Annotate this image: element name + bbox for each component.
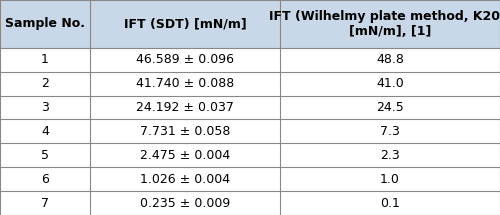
Text: 1: 1 [41,53,49,66]
Text: 7.3: 7.3 [380,125,400,138]
Text: 24.5: 24.5 [376,101,404,114]
Text: 7: 7 [41,197,49,210]
Text: 2: 2 [41,77,49,90]
Bar [0,191,500,215]
Text: 4: 4 [41,125,49,138]
Text: 48.8: 48.8 [376,53,404,66]
Text: 5: 5 [41,149,49,162]
Text: 6: 6 [41,173,49,186]
Bar [0,167,500,191]
Text: IFT (Wilhelmy plate method, K20),
[mN/m], [1]: IFT (Wilhelmy plate method, K20), [mN/m]… [269,10,500,38]
Bar [0,95,500,120]
Text: 2.3: 2.3 [380,149,400,162]
Bar [0,143,500,167]
Text: 7.731 ± 0.058: 7.731 ± 0.058 [140,125,230,138]
Text: 24.192 ± 0.037: 24.192 ± 0.037 [136,101,234,114]
Bar [0,0,500,48]
Text: 0.235 ± 0.009: 0.235 ± 0.009 [140,197,230,210]
Text: 0.1: 0.1 [380,197,400,210]
Bar [0,48,500,72]
Text: IFT (SDT) [mN/m]: IFT (SDT) [mN/m] [124,17,246,30]
Text: 3: 3 [41,101,49,114]
Text: 1.026 ± 0.004: 1.026 ± 0.004 [140,173,230,186]
Bar [0,72,500,95]
Text: 2.475 ± 0.004: 2.475 ± 0.004 [140,149,230,162]
Bar [0,120,500,143]
Text: Sample No.: Sample No. [5,17,85,30]
Text: 41.0: 41.0 [376,77,404,90]
Text: 1.0: 1.0 [380,173,400,186]
Text: 41.740 ± 0.088: 41.740 ± 0.088 [136,77,234,90]
Text: 46.589 ± 0.096: 46.589 ± 0.096 [136,53,234,66]
